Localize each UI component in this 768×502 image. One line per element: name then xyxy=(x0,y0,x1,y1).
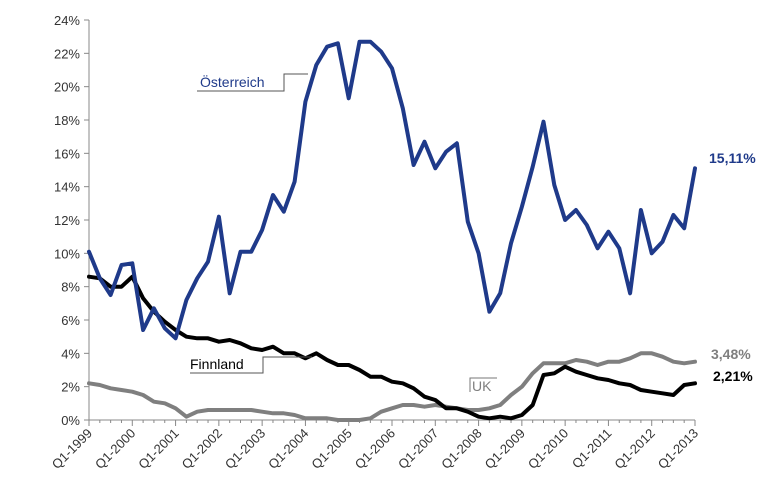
osterreich-end-value: 15,11% xyxy=(709,150,756,166)
x-tick-label: Q1-2000 xyxy=(92,426,138,472)
series-layer xyxy=(87,39,697,422)
osterreich-series-label: Österreich xyxy=(200,73,265,90)
uk-end-value: 3,48% xyxy=(711,346,751,362)
x-tick-label: Q1-2010 xyxy=(525,426,571,472)
x-tick-label: Q1-2001 xyxy=(135,426,181,472)
series-labels: Österreich Finnland UK 15,11% 3,48% 2,21… xyxy=(190,73,756,394)
finnland-leader-line xyxy=(190,356,312,374)
x-tick-label: Q1-2011 xyxy=(569,426,615,472)
y-tick-label: 2% xyxy=(61,380,80,395)
y-tick-label: 12% xyxy=(54,213,80,228)
series-line-finnland xyxy=(87,274,697,421)
y-tick-label: 14% xyxy=(54,180,80,195)
finnland-series-label: Finnland xyxy=(190,356,244,372)
uk-series-label: UK xyxy=(472,378,492,394)
x-tick-label: Q1-2004 xyxy=(265,426,311,472)
x-tick-label: Q1-2013 xyxy=(655,426,701,472)
y-tick-label: 4% xyxy=(61,346,80,361)
x-tick-label: Q1-2008 xyxy=(438,426,484,472)
y-axis: 0% 2% 4% 6% 8% 10% 12% 14% 16% 18% 20% 22% 24% xyxy=(54,13,90,428)
uk-leader-line xyxy=(469,377,497,392)
y-tick-label: 18% xyxy=(54,113,80,128)
y-tick-label: 24% xyxy=(54,13,80,28)
series-line-sterreich xyxy=(87,39,697,341)
y-tick-label: 10% xyxy=(54,246,80,261)
x-tick-label: Q1-2012 xyxy=(611,426,657,472)
x-tick-label: Q1-2009 xyxy=(482,426,528,472)
x-tick-label: Q1-2003 xyxy=(222,426,268,472)
y-tick-label: 0% xyxy=(61,413,80,428)
series-line-uk xyxy=(87,351,697,422)
y-tick-label: 16% xyxy=(54,146,80,161)
x-tick-label: Q1-2007 xyxy=(395,426,441,472)
y-tick-label: 6% xyxy=(61,313,80,328)
x-tick-label: Q1-2006 xyxy=(352,426,398,472)
x-axis: Q1-1999Q1-2000Q1-2001Q1-2002Q1-2003Q1-20… xyxy=(49,419,701,472)
x-tick-label: Q1-1999 xyxy=(49,426,95,472)
finnland-end-value: 2,21% xyxy=(713,368,753,384)
x-tick-label: Q1-2005 xyxy=(308,426,354,472)
y-tick-label: 20% xyxy=(54,80,80,95)
y-tick-label: 8% xyxy=(61,280,80,295)
y-tick-label: 22% xyxy=(54,46,80,61)
x-tick-label: Q1-2002 xyxy=(179,426,225,472)
osterreich-leader-line xyxy=(197,73,308,92)
